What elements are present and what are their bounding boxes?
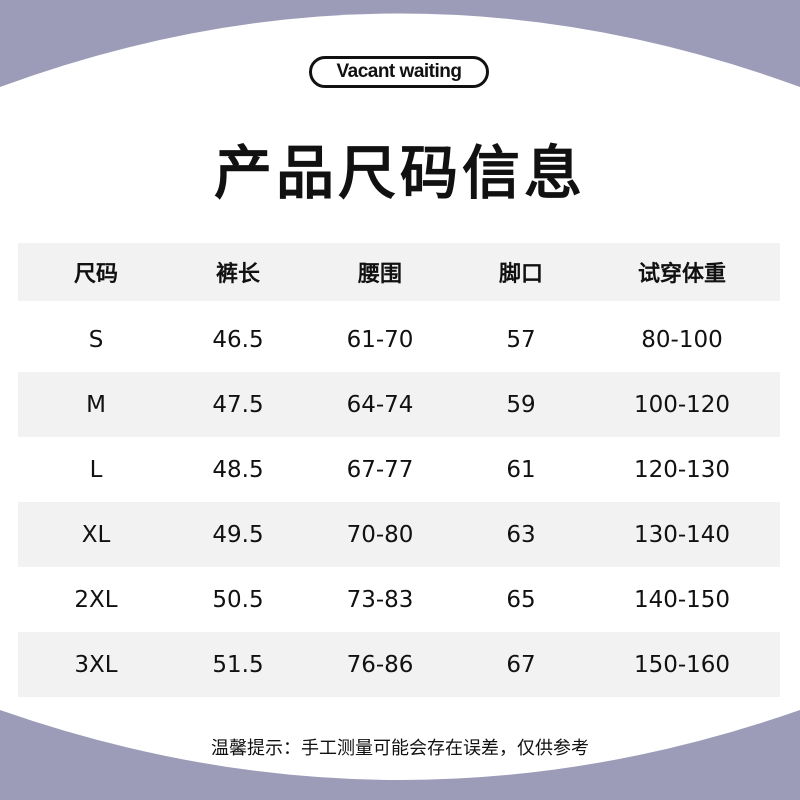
table-cell: 67 bbox=[506, 651, 536, 678]
table-cell: 64-74 bbox=[346, 391, 414, 418]
table-cell: 140-150 bbox=[633, 586, 731, 613]
table-cell: 130-140 bbox=[633, 521, 731, 548]
brand-badge: Vacant waiting bbox=[309, 56, 489, 88]
header-cell: 裤长 bbox=[215, 262, 260, 287]
table-cell: S bbox=[88, 326, 104, 353]
header-cell: 尺码 bbox=[73, 262, 118, 287]
table-cell: 46.5 bbox=[212, 326, 264, 353]
header-cell: 腰围 bbox=[357, 262, 402, 287]
table-cell: 49.5 bbox=[212, 521, 264, 548]
table-header: 尺码 裤长 腰围 脚口 试穿体重 bbox=[18, 243, 780, 301]
table-cell: 150-160 bbox=[633, 651, 731, 678]
table-cell: 47.5 bbox=[212, 391, 264, 418]
header-cell: 脚口 bbox=[498, 262, 543, 287]
table-row: 2XL 50.5 73-83 65 140-150 bbox=[18, 567, 780, 632]
table-cell: XL bbox=[81, 521, 111, 548]
measurement-note: 温馨提示：手工测量可能会存在误差，仅供参考 bbox=[211, 738, 589, 759]
table-cell: 51.5 bbox=[212, 651, 264, 678]
table-cell: 59 bbox=[506, 391, 536, 418]
table-cell: 80-100 bbox=[641, 326, 723, 353]
table-cell: 120-130 bbox=[633, 456, 731, 483]
size-table: 尺码 裤长 腰围 脚口 试穿体重 S 46.5 61-70 57 80-100 M 47.5… bbox=[18, 243, 780, 697]
table-row: M 47.5 64-74 59 100-120 bbox=[18, 372, 780, 437]
table-cell: 50.5 bbox=[212, 586, 264, 613]
table-row: S 46.5 61-70 57 80-100 bbox=[18, 307, 780, 372]
table-cell: 70-80 bbox=[346, 521, 414, 548]
table-cell: 61-70 bbox=[346, 326, 414, 353]
header-cell: 试穿体重 bbox=[637, 262, 726, 287]
table-cell: M bbox=[86, 391, 106, 418]
table-cell: 73-83 bbox=[346, 586, 414, 613]
table-cell: 57 bbox=[506, 326, 536, 353]
table-cell: L bbox=[89, 456, 103, 483]
page-title: 产品尺码信息 bbox=[213, 139, 586, 207]
table-row: XL 49.5 70-80 63 130-140 bbox=[18, 502, 780, 567]
table-cell: 67-77 bbox=[346, 456, 414, 483]
table-cell: 3XL bbox=[74, 651, 118, 678]
table-cell: 76-86 bbox=[346, 651, 414, 678]
table-cell: 100-120 bbox=[633, 391, 731, 418]
table-cell: 65 bbox=[506, 586, 536, 613]
table-row: 3XL 51.5 76-86 67 150-160 bbox=[18, 632, 780, 697]
table-cell: 48.5 bbox=[212, 456, 264, 483]
table-row: L 48.5 67-77 61 120-130 bbox=[18, 437, 780, 502]
table-cell: 2XL bbox=[74, 586, 118, 613]
table-cell: 61 bbox=[506, 456, 536, 483]
table-cell: 63 bbox=[506, 521, 536, 548]
